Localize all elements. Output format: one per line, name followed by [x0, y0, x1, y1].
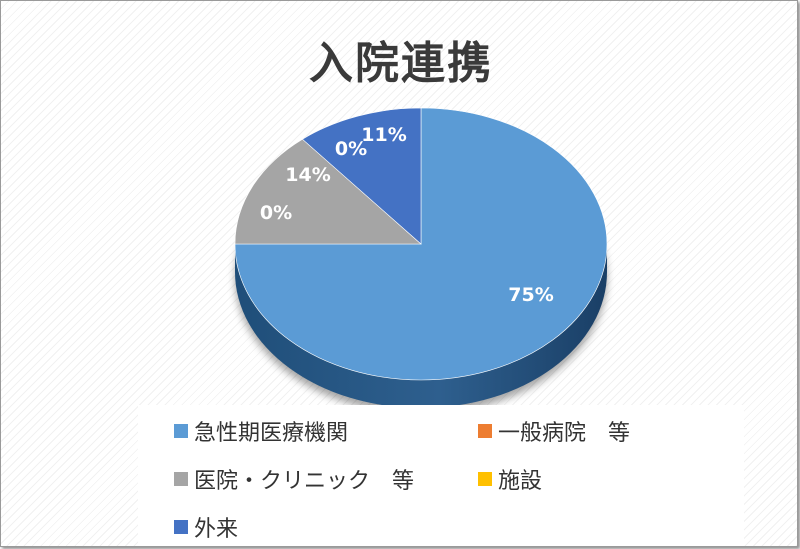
- legend-swatch: [478, 424, 492, 438]
- data-label-1: 0%: [260, 202, 292, 224]
- legend-swatch: [174, 424, 188, 438]
- legend-item-clinic: 医院・クリニック 等: [174, 463, 414, 495]
- data-label-2: 14%: [285, 164, 330, 186]
- legend-swatch: [478, 472, 492, 486]
- legend-item-general-hospital: 一般病院 等: [478, 415, 630, 447]
- pie-slice-2: [234, 138, 422, 245]
- legend-label: 医院・クリニック 等: [194, 469, 415, 494]
- data-label-4: 11%: [361, 124, 406, 146]
- legend-label: 急性期医療機関: [194, 421, 349, 446]
- legend-label: 一般病院 等: [498, 421, 631, 446]
- pie-slice-4: [301, 107, 422, 245]
- legend-label: 外来: [194, 517, 239, 542]
- legend-swatch: [174, 520, 188, 534]
- data-label-0: 75%: [508, 284, 553, 306]
- chart-title: 入院連携: [309, 38, 493, 89]
- legend-label: 施設: [498, 469, 543, 494]
- pie-side: [235, 244, 607, 408]
- data-label-3: 0%: [335, 138, 367, 160]
- legend-swatch: [174, 472, 188, 486]
- legend: 急性期医療機関 一般病院 等 医院・クリニック 等 施設 外来: [138, 405, 744, 546]
- legend-item-outpatient: 外来: [174, 511, 238, 543]
- legend-item-acute-care: 急性期医療機関: [174, 415, 348, 447]
- legend-item-facility: 施設: [478, 463, 542, 495]
